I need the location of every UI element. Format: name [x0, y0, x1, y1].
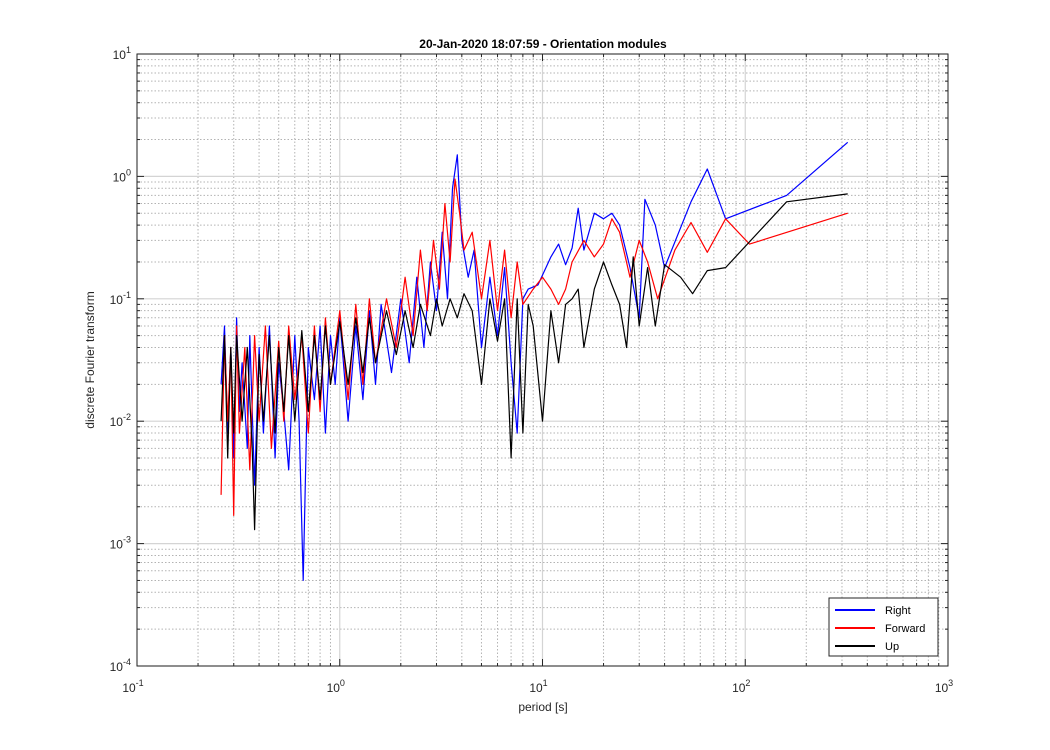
legend-label-right: Right [885, 605, 911, 617]
x-tick-label: 101 [529, 678, 547, 695]
y-tick-label-exp: 1 [126, 45, 131, 55]
legend-label-forward: Forward [885, 623, 925, 635]
x-tick-labels: 10-1 100 101 102 103 [122, 678, 953, 695]
series-line-up [220, 193, 848, 531]
x-tick-label: 102 [732, 678, 750, 695]
y-axis-label: discrete Fourier transform [83, 291, 97, 428]
x-tick-label-exp: 2 [745, 678, 750, 688]
x-tick-label-base: 10 [122, 681, 136, 695]
series-layer [220, 141, 849, 581]
minor-grid [137, 54, 948, 666]
x-tick-label-exp: -1 [136, 678, 144, 688]
x-tick-label-exp: 3 [948, 678, 953, 688]
y-tick-label: 10-3 [110, 535, 131, 552]
x-tick-label-exp: 0 [340, 678, 345, 688]
y-tick-label: 100 [113, 167, 131, 184]
x-tick-label-exp: 1 [543, 678, 548, 688]
series-line-forward [220, 178, 848, 516]
ticks-layer [136, 53, 949, 667]
x-tick-label-base: 10 [935, 681, 949, 695]
y-tick-label-exp: -3 [123, 535, 131, 545]
x-axis-label: period [s] [518, 700, 567, 714]
y-tick-label-base: 10 [110, 538, 124, 552]
x-tick-label: 103 [935, 678, 953, 695]
y-tick-label: 10-1 [110, 290, 131, 307]
y-tick-label-exp: 0 [126, 167, 131, 177]
y-tick-label-base: 10 [110, 293, 124, 307]
y-tick-label-base: 10 [113, 170, 127, 184]
x-tick-label: 10-1 [122, 678, 143, 695]
x-tick-label-base: 10 [529, 681, 543, 695]
legend: Right Forward Up [828, 597, 939, 657]
x-tick-label-base: 10 [732, 681, 746, 695]
x-tick-label-base: 10 [327, 681, 341, 695]
legend-label-up: Up [885, 641, 899, 653]
y-tick-label-base: 10 [113, 48, 127, 62]
y-tick-label-base: 10 [110, 415, 124, 429]
y-tick-label: 101 [113, 45, 131, 62]
y-tick-label-exp: -2 [123, 412, 131, 422]
y-tick-label-exp: -4 [123, 657, 131, 667]
x-tick-label: 100 [327, 678, 345, 695]
y-tick-label: 10-4 [110, 657, 131, 674]
y-tick-label: 10-2 [110, 412, 131, 429]
y-tick-label-exp: -1 [123, 290, 131, 300]
chart-title: 20-Jan-2020 18:07:59 - Orientation modul… [419, 37, 667, 51]
y-tick-label-base: 10 [110, 660, 124, 674]
